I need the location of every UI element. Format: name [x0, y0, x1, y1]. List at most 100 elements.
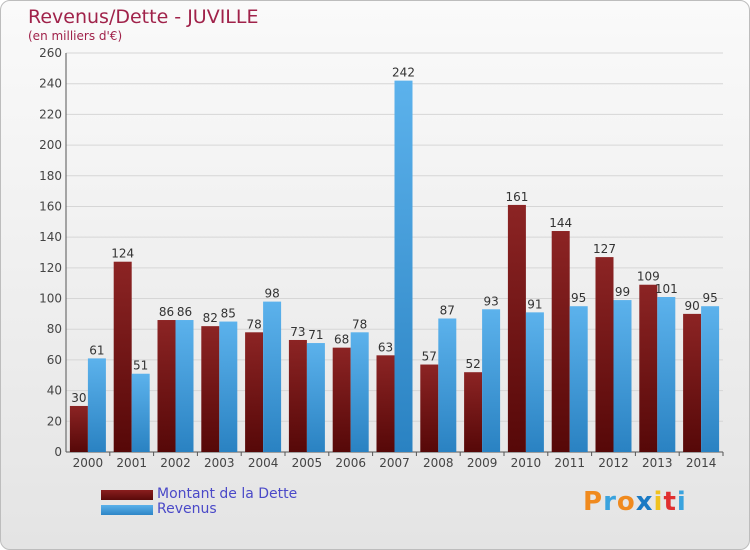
bar-revenus	[525, 312, 544, 452]
value-label-revenus: 71	[308, 328, 323, 342]
bar-dette	[69, 405, 88, 452]
value-label-dette: 124	[111, 247, 134, 261]
bar-dette	[420, 364, 439, 452]
logo-letter: x	[635, 487, 654, 517]
bar-dette	[507, 204, 526, 452]
legend-label-dette: Montant de la Dette	[157, 486, 298, 502]
value-label-dette: 90	[684, 299, 699, 313]
x-tick-label: 2006	[335, 456, 366, 470]
value-label-revenus: 87	[440, 303, 455, 317]
x-tick-label: 2014	[686, 456, 717, 470]
value-label-revenus: 95	[571, 291, 586, 305]
logo-letter: o	[616, 487, 636, 517]
y-tick-label: 200	[39, 138, 62, 152]
x-tick-label: 2010	[511, 456, 542, 470]
logo-letter: P	[583, 487, 604, 517]
value-label-revenus: 51	[133, 359, 148, 373]
value-label-revenus: 101	[655, 282, 678, 296]
bar-revenus	[482, 309, 501, 452]
x-tick-label: 2000	[73, 456, 104, 470]
value-label-revenus: 61	[89, 343, 104, 357]
bar-revenus	[263, 301, 282, 452]
legend-swatch-dette	[101, 490, 153, 500]
bar-dette	[157, 320, 176, 452]
x-tick-label: 2011	[554, 456, 585, 470]
x-tick-label: 2013	[642, 456, 673, 470]
value-label-dette: 144	[549, 216, 572, 230]
x-tick-label: 2003	[204, 456, 235, 470]
bar-dette	[113, 261, 132, 452]
x-tick-label: 2009	[467, 456, 498, 470]
x-tick-label: 2012	[598, 456, 629, 470]
y-tick-label: 120	[39, 261, 62, 275]
bar-revenus	[394, 80, 413, 452]
value-label-dette: 109	[637, 270, 660, 284]
value-label-revenus: 99	[615, 285, 630, 299]
proxiti-logo: Proxiti	[583, 487, 687, 517]
bar-dette	[332, 347, 351, 452]
y-tick-label: 220	[39, 107, 62, 121]
bar-dette	[464, 372, 483, 452]
bar-revenus	[306, 343, 325, 452]
chart-title: Revenus/Dette - JUVILLE	[28, 6, 259, 28]
x-tick-label: 2004	[248, 456, 279, 470]
value-label-dette: 78	[246, 317, 261, 331]
logo-letter: i	[676, 487, 687, 517]
y-tick-label: 260	[39, 46, 62, 60]
y-tick-label: 20	[47, 414, 62, 428]
bar-dette	[551, 231, 570, 452]
value-label-revenus: 93	[483, 294, 498, 308]
value-label-dette: 82	[203, 311, 218, 325]
value-label-dette: 68	[334, 333, 349, 347]
bar-revenus	[131, 373, 150, 452]
value-label-revenus: 95	[702, 291, 717, 305]
bar-revenus	[613, 300, 632, 452]
chart-subtitle: (en milliers d'€)	[28, 29, 123, 43]
value-label-dette: 63	[378, 340, 393, 354]
value-label-dette: 73	[290, 325, 305, 339]
x-tick-label: 2007	[379, 456, 410, 470]
value-label-dette: 86	[159, 305, 174, 319]
y-tick-label: 100	[39, 292, 62, 306]
value-label-dette: 161	[505, 190, 528, 204]
y-tick-label: 160	[39, 199, 62, 213]
x-tick-label: 2001	[116, 456, 147, 470]
logo-letter: i	[653, 487, 664, 517]
bar-dette	[639, 284, 658, 452]
value-label-dette: 52	[465, 357, 480, 371]
bar-dette	[683, 313, 702, 452]
bar-dette	[245, 332, 264, 452]
x-tick-label: 2005	[292, 456, 323, 470]
x-tick-label: 2002	[160, 456, 191, 470]
bar-revenus	[569, 306, 588, 452]
bar-dette	[376, 355, 395, 452]
y-tick-label: 240	[39, 77, 62, 91]
y-tick-label: 180	[39, 169, 62, 183]
bar-dette	[288, 339, 307, 452]
bar-revenus	[657, 297, 676, 452]
y-tick-label: 140	[39, 230, 62, 244]
value-label-dette: 127	[593, 242, 616, 256]
bar-revenus	[87, 358, 106, 452]
logo-letter: t	[663, 487, 677, 517]
value-label-dette: 30	[71, 391, 86, 405]
value-label-dette: 57	[422, 350, 437, 364]
y-tick-label: 80	[47, 322, 62, 336]
legend-swatch-revenus	[101, 505, 153, 515]
x-tick-label: 2008	[423, 456, 454, 470]
legend-label-revenus: Revenus	[157, 501, 217, 517]
value-label-revenus: 86	[177, 305, 192, 319]
bar-revenus	[175, 320, 194, 452]
bar-revenus	[219, 321, 238, 452]
logo-letter: r	[603, 487, 617, 517]
value-label-revenus: 85	[221, 307, 236, 321]
value-label-revenus: 78	[352, 317, 367, 331]
y-tick-label: 40	[47, 384, 62, 398]
bar-dette	[201, 326, 220, 452]
bar-revenus	[438, 318, 457, 452]
value-label-revenus: 91	[527, 297, 542, 311]
value-label-revenus: 98	[264, 287, 279, 301]
bar-revenus	[350, 332, 369, 452]
